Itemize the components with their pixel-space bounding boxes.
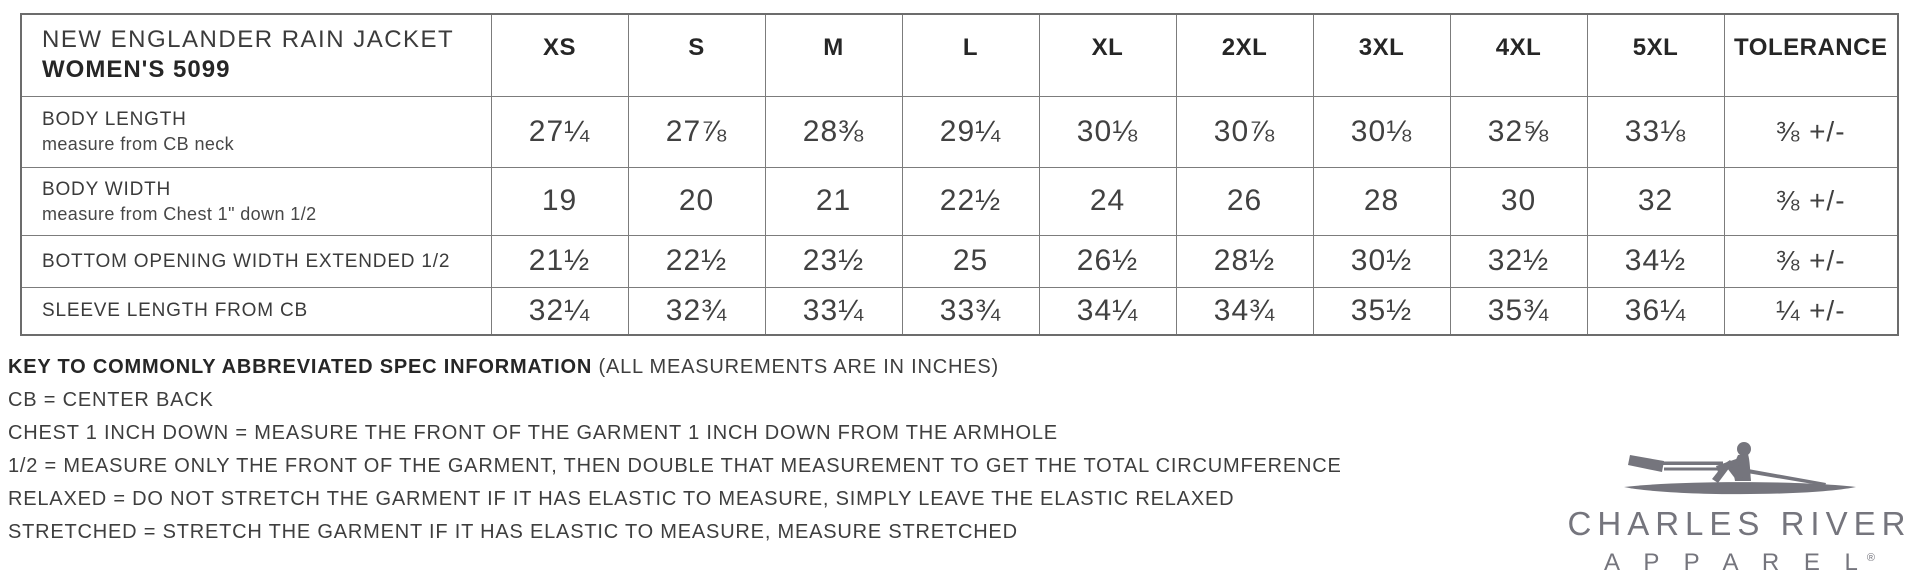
key-heading: KEY TO COMMONLY ABBREVIATED SPEC INFORMA… — [8, 351, 1508, 384]
measurement-cell: 23½ — [764, 234, 903, 288]
key-line-relaxed: RELAXED = DO NOT STRETCH THE GARMENT IF … — [8, 488, 1235, 510]
key-line-cb: CB = CENTER BACK — [8, 389, 214, 411]
registered-trademark-symbol: ® — [1866, 552, 1875, 564]
measurement-cell: 24 — [1038, 166, 1177, 236]
spec-row: SLEEVE LENGTH FROM CB 32¼ 32¾ 33¼ 33¾ 34¼ 34¾ 3… — [20, 286, 1899, 336]
product-style-number: WOMEN'S 5099 — [42, 56, 231, 84]
key-line-chest: CHEST 1 INCH DOWN = MEASURE THE FRONT OF… — [8, 422, 1058, 444]
measurement-cell: 34¾ — [1175, 286, 1314, 336]
size-column-header-2xl: 2XL — [1175, 13, 1314, 97]
measurement-cell: 33⅛ — [1586, 95, 1725, 168]
measurement-cell: 21½ — [490, 234, 629, 288]
measurement-cell: 33¼ — [764, 286, 903, 336]
measurement-cell: 35¾ — [1449, 286, 1588, 336]
measurement-cell: 36¼ — [1586, 286, 1725, 336]
spec-row: BODY WIDTH measure from Chest 1" down 1/2… — [20, 166, 1899, 236]
tolerance-cell: ⅜ +/- — [1723, 234, 1899, 288]
measurement-cell: 30⅛ — [1312, 95, 1451, 168]
measurement-cell: 26½ — [1038, 234, 1177, 288]
size-column-header-xl: XL — [1038, 13, 1177, 97]
measurement-cell: 28 — [1312, 166, 1451, 236]
measurement-cell: 32½ — [1449, 234, 1588, 288]
spec-row: BODY LENGTH measure from CB neck 27¼ 27⅞ 28⅜… — [20, 95, 1899, 168]
measurement-cell: 32¾ — [627, 286, 766, 336]
size-column-header-5xl: 5XL — [1586, 13, 1725, 97]
size-column-header-4xl: 4XL — [1449, 13, 1588, 97]
spec-row: BOTTOM OPENING WIDTH EXTENDED 1/2 21½ 22½ 2… — [20, 234, 1899, 288]
measurement-cell: 30½ — [1312, 234, 1451, 288]
measurement-cell: 32¼ — [490, 286, 629, 336]
measurement-cell: 35½ — [1312, 286, 1451, 336]
measurement-cell: 30⅛ — [1038, 95, 1177, 168]
spec-key-section: KEY TO COMMONLY ABBREVIATED SPEC INFORMA… — [8, 351, 1508, 549]
measurement-cell: 22½ — [627, 234, 766, 288]
measurement-cell: 34½ — [1586, 234, 1725, 288]
logo-wordmark-apparel: A P P A R E L® — [1604, 549, 1875, 576]
product-title-cell: NEW ENGLANDER RAIN JACKET WOMEN'S 5099 — [20, 13, 492, 97]
measurement-cell: 27¼ — [490, 95, 629, 168]
measurement-cell: 30⅞ — [1175, 95, 1314, 168]
measurement-label: BODY WIDTH — [42, 178, 172, 200]
measurement-sublabel: measure from Chest 1" down 1/2 — [42, 203, 317, 224]
measurement-cell: 34¼ — [1038, 286, 1177, 336]
measurement-cell: 19 — [490, 166, 629, 236]
measurement-cell: 28⅜ — [764, 95, 903, 168]
measurement-label-cell: SLEEVE LENGTH FROM CB — [20, 286, 492, 336]
measurement-cell: 26 — [1175, 166, 1314, 236]
measurement-cell: 28½ — [1175, 234, 1314, 288]
tolerance-cell: ¼ +/- — [1723, 286, 1899, 336]
measurement-label-cell: BODY LENGTH measure from CB neck — [20, 95, 492, 168]
measurement-cell: 20 — [627, 166, 766, 236]
size-column-header-tolerance: TOLERANCE — [1723, 13, 1899, 97]
measurement-cell: 30 — [1449, 166, 1588, 236]
measurement-cell: 32 — [1586, 166, 1725, 236]
size-column-header-m: M — [764, 13, 903, 97]
tolerance-cell: ⅜ +/- — [1723, 95, 1899, 168]
measurement-cell: 21 — [764, 166, 903, 236]
measurement-cell: 29¼ — [901, 95, 1040, 168]
measurement-sublabel: measure from CB neck — [42, 134, 235, 154]
measurement-cell: 27⅞ — [627, 95, 766, 168]
charles-river-apparel-logo: CHARLES RIVER A P P A R E L® — [1567, 438, 1912, 577]
measurement-label-cell: BOTTOM OPENING WIDTH EXTENDED 1/2 — [20, 234, 492, 288]
size-header-row: NEW ENGLANDER RAIN JACKET WOMEN'S 5099 X… — [20, 13, 1899, 97]
measurement-cell: 32⅝ — [1449, 95, 1588, 168]
measurement-label-cell: BODY WIDTH measure from Chest 1" down 1/2 — [20, 166, 492, 236]
measurement-label: SLEEVE LENGTH FROM CB — [42, 300, 308, 322]
measurement-cell: 25 — [901, 234, 1040, 288]
key-heading-units: (ALL MEASUREMENTS ARE IN INCHES) — [592, 356, 999, 378]
measurement-label: BOTTOM OPENING WIDTH EXTENDED 1/2 — [42, 250, 451, 272]
measurement-cell: 33¾ — [901, 286, 1040, 336]
size-column-header-3xl: 3XL — [1312, 13, 1451, 97]
measurement-cell: 22½ — [901, 166, 1040, 236]
key-heading-bold: KEY TO COMMONLY ABBREVIATED SPEC INFORMA… — [8, 356, 593, 378]
rower-in-scull-icon — [1623, 442, 1856, 495]
product-title: NEW ENGLANDER RAIN JACKET — [42, 26, 455, 54]
tolerance-cell: ⅜ +/- — [1723, 166, 1899, 236]
size-column-header-l: L — [901, 13, 1040, 97]
key-line-half: 1/2 = MEASURE ONLY THE FRONT OF THE GARM… — [8, 455, 1342, 477]
size-column-header-xs: XS — [490, 13, 629, 97]
key-line-stretched: STRETCHED = STRETCH THE GARMENT IF IT HA… — [8, 521, 1018, 543]
measurement-label: BODY LENGTH — [42, 109, 187, 130]
size-chart-table: NEW ENGLANDER RAIN JACKET WOMEN'S 5099 X… — [20, 13, 1899, 336]
logo-wordmark-charles-river: CHARLES RIVER — [1567, 505, 1912, 542]
size-column-header-s: S — [627, 13, 766, 97]
